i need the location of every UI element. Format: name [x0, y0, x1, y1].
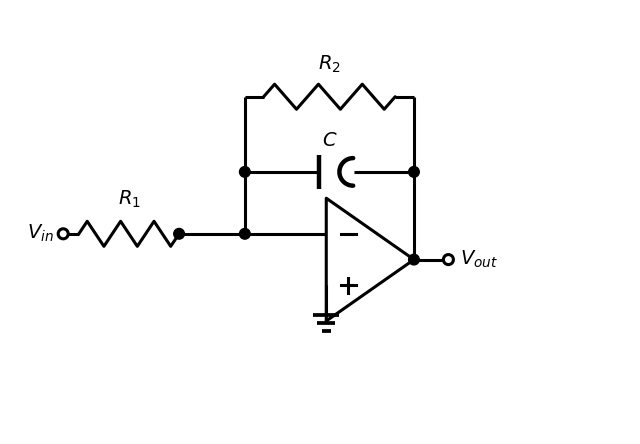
Circle shape [408, 166, 419, 177]
Text: $R_2$: $R_2$ [318, 54, 340, 75]
Circle shape [408, 254, 419, 265]
Circle shape [239, 166, 250, 177]
Circle shape [173, 229, 184, 239]
Text: $V_{out}$: $V_{out}$ [460, 249, 498, 270]
Text: $V_{in}$: $V_{in}$ [27, 223, 54, 245]
Text: $C$: $C$ [322, 131, 337, 150]
Text: $R_1$: $R_1$ [118, 189, 140, 210]
Circle shape [239, 229, 250, 239]
